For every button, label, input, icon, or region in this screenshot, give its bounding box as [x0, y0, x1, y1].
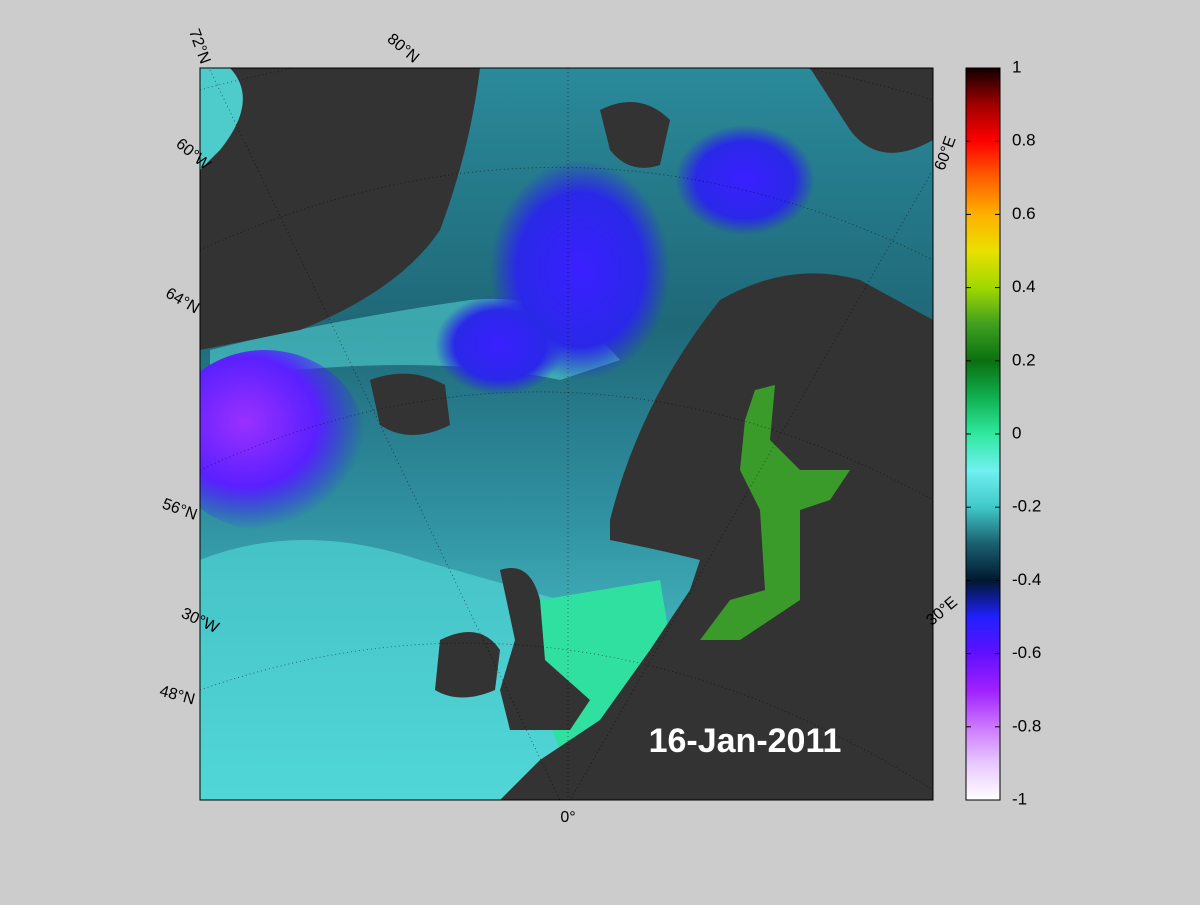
- svalbard: [600, 102, 670, 168]
- tick-label: 0: [1012, 423, 1021, 442]
- graticule: [200, 68, 933, 800]
- graticule-label: 0°: [560, 809, 575, 826]
- graticule-label: 56°N: [160, 496, 199, 524]
- iceland: [370, 373, 450, 435]
- tick-label: -0.8: [1012, 716, 1041, 735]
- date-label: 16-Jan-2011: [649, 722, 842, 760]
- ireland: [435, 632, 500, 698]
- scandinavia-europe: [500, 273, 933, 800]
- colorbar: [965, 67, 1001, 801]
- novaya-zemlya: [810, 68, 933, 153]
- tick-label: 0.2: [1012, 350, 1036, 369]
- sea: [200, 68, 243, 170]
- tick-label: 0.4: [1012, 277, 1036, 296]
- anomaly: [200, 350, 365, 530]
- graticule-label: 64°N: [163, 285, 202, 318]
- tick-label: 0.6: [1012, 204, 1036, 223]
- greenland: [200, 68, 480, 350]
- graticule-label: 80°N: [384, 31, 422, 67]
- map: 16-Jan-2011: [200, 68, 933, 800]
- baltic: [700, 385, 850, 640]
- tick-label: -1: [1012, 789, 1027, 808]
- tick-label: -0.4: [1012, 570, 1041, 589]
- map-frame: [199, 67, 934, 801]
- graticule-label: 48°N: [158, 683, 197, 709]
- tick-label: -0.2: [1012, 497, 1041, 516]
- anomaly: [435, 295, 565, 395]
- tick-label: -0.6: [1012, 643, 1041, 662]
- graticule-label: 72°N: [185, 27, 213, 66]
- graticule-label: 60°E: [932, 134, 960, 173]
- great-britain: [500, 568, 590, 730]
- tick-label: 0.8: [1012, 131, 1036, 150]
- sea-light: [200, 540, 560, 800]
- anomaly: [675, 125, 815, 235]
- tick-label: 1: [1012, 57, 1021, 76]
